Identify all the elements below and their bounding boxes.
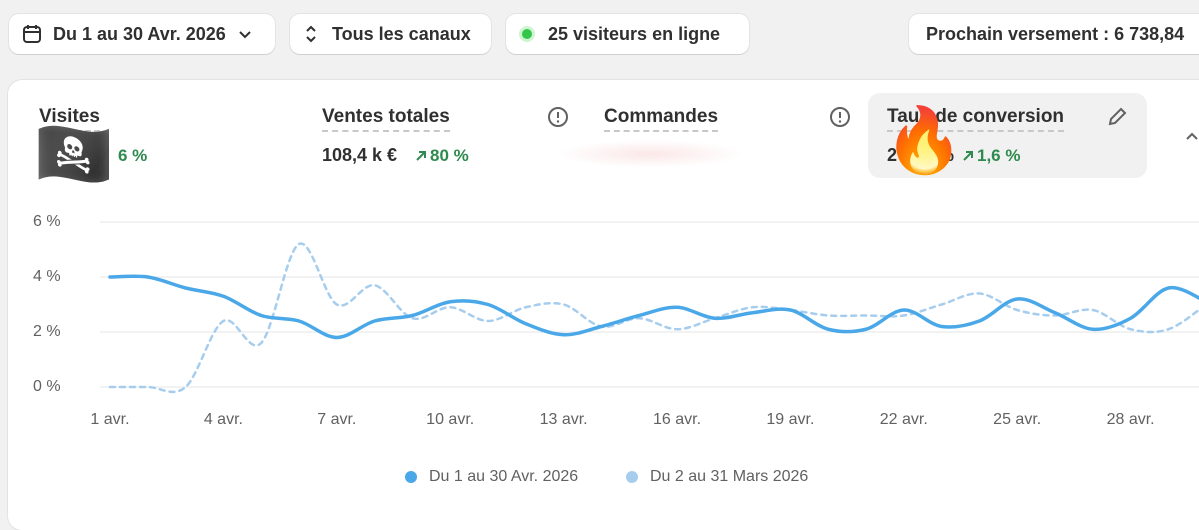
y-tick-label: 2 % — [33, 323, 61, 340]
collapse-icon[interactable] — [1183, 127, 1199, 145]
legend-swatch — [405, 471, 417, 483]
metric-label[interactable]: Taux de conversion — [887, 106, 1065, 132]
chart: 0 % 2 % 4 % 6 % 1 avr. 4 avr. 7 avr. 10 avr. 13 … — [33, 213, 1199, 485]
channels: Tous les canaux — [332, 23, 471, 44]
x-tick-label: 10 avr. — [426, 411, 474, 428]
legend-swatch — [626, 471, 638, 483]
edit-icon[interactable] — [1106, 106, 1128, 128]
live-dot — [519, 26, 535, 42]
x-tick-label: 28 avr. — [1107, 411, 1155, 428]
payout-button[interactable]: Prochain versement : 6 738,84 — [909, 14, 1199, 54]
x-tick-label: 4 avr. — [204, 411, 243, 428]
scribble — [555, 140, 745, 168]
series-line — [108, 274, 1199, 340]
date-range: Du 1 au 30 Avr. 2026 — [53, 23, 226, 44]
sticker: 🏴‍☠️ — [34, 118, 114, 190]
metric-value: % — [938, 145, 955, 165]
info-icon[interactable] — [829, 106, 851, 128]
metric-change-text: 1,6 % — [977, 146, 1021, 165]
legend-label: Du 2 au 31 Mars 2026 — [650, 468, 808, 485]
next-payout: Prochain versement : 6 738,84 — [926, 23, 1185, 44]
x-tick-label: 13 avr. — [540, 411, 588, 428]
sticker: 🔥 — [884, 104, 964, 176]
metric-change-text: 80 % — [430, 146, 469, 165]
channels-button[interactable]: Tous les canaux — [290, 14, 491, 54]
metric-change-text: 6 % — [118, 146, 148, 165]
calendar-icon — [23, 25, 41, 43]
metric-change: 6 % — [118, 146, 147, 166]
series-line — [108, 242, 1199, 394]
sort-icon — [306, 25, 316, 43]
info-icon[interactable] — [547, 106, 569, 128]
date-range-button[interactable]: Du 1 au 30 Avr. 2026 — [9, 14, 275, 54]
metric-label[interactable]: Ventes totales — [322, 106, 450, 132]
page: Du 1 au 30 Avr. 2026 Tous les canaux 25 … — [8, 14, 1199, 530]
up-arrow — [963, 151, 973, 161]
y-tick-label: 0 % — [33, 378, 61, 395]
metric-label[interactable]: Commandes — [604, 106, 719, 132]
legend-label: Du 1 au 30 Avr. 2026 — [429, 468, 578, 485]
metric-value: 108,4 k € — [322, 145, 398, 165]
x-tick-label: 25 avr. — [993, 411, 1041, 428]
y-tick-label: 4 % — [33, 268, 61, 285]
metric-label[interactable]: Visites — [39, 106, 100, 132]
metric-change: 80 % — [415, 146, 469, 166]
x-tick-label: 22 avr. — [880, 411, 928, 428]
metric-change: 1,6 % — [962, 146, 1020, 166]
x-tick-label: 7 avr. — [317, 411, 356, 428]
visitors-button[interactable]: 25 visiteurs en ligne — [506, 14, 749, 54]
visitors-online: 25 visiteurs en ligne — [548, 23, 721, 44]
x-tick-label: 19 avr. — [766, 411, 814, 428]
conversion-tile[interactable] — [868, 93, 1147, 178]
x-tick-label: 1 avr. — [90, 411, 129, 428]
up-arrow — [416, 151, 426, 161]
chevron-down — [239, 31, 251, 39]
x-tick-label: 16 avr. — [653, 411, 701, 428]
metric-value: 2 — [887, 145, 898, 165]
y-tick-label: 6 % — [33, 213, 61, 230]
